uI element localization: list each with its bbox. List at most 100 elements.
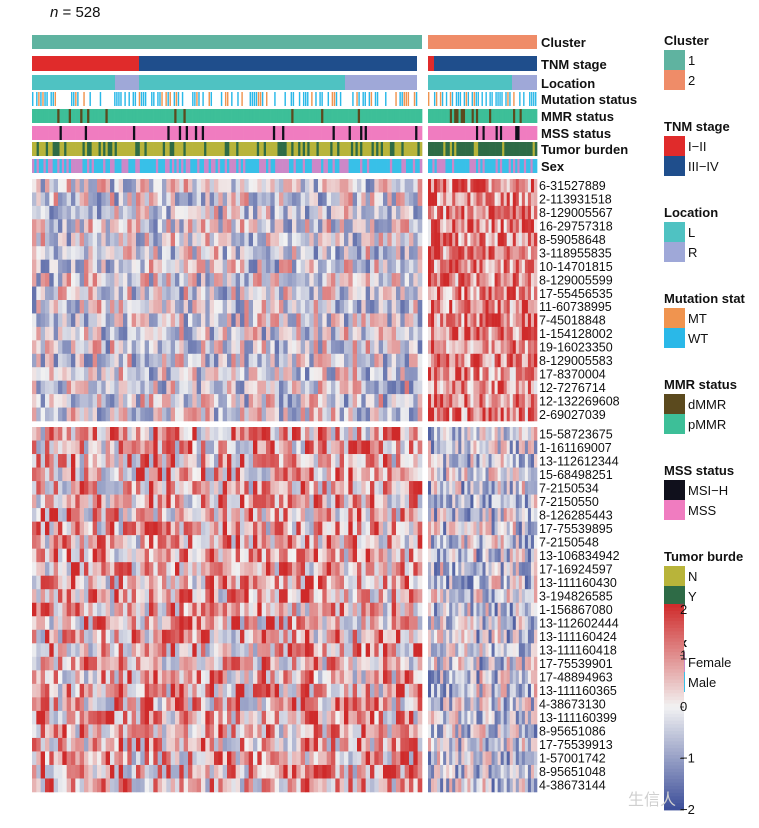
heatmap-cell <box>434 367 438 381</box>
annotation-cell <box>486 109 490 123</box>
heatmap-cell <box>352 548 358 563</box>
annotation-cell <box>114 92 116 106</box>
heatmap-cell <box>32 313 37 328</box>
heatmap-cell <box>491 467 495 482</box>
heatmap-cell <box>266 300 271 314</box>
annotation-cell <box>175 92 178 106</box>
heatmap-cell <box>437 508 441 522</box>
heatmap-cell <box>192 179 197 193</box>
heatmap-cell <box>476 300 480 314</box>
heatmap-cell <box>431 467 435 482</box>
heatmap-cell <box>434 300 438 314</box>
heatmap-cell <box>32 232 37 247</box>
annotation-cell <box>534 142 538 156</box>
heatmap-cell <box>461 259 465 274</box>
heatmap-cell <box>413 219 418 234</box>
heatmap-cell <box>494 273 498 287</box>
heatmap-cell <box>192 575 197 590</box>
heatmap-cell <box>300 192 306 207</box>
heatmap-cell <box>437 380 441 395</box>
heatmap-cell <box>58 508 63 522</box>
heatmap-cell <box>201 179 206 193</box>
heatmap-cell <box>88 367 93 381</box>
heatmap-cell <box>227 481 232 495</box>
heatmap-cell <box>71 367 76 381</box>
heatmap-cell <box>105 589 111 604</box>
heatmap-cell <box>162 219 167 234</box>
heatmap-cell <box>400 508 405 522</box>
heatmap-cell <box>344 300 349 314</box>
heatmap-cell <box>248 367 254 381</box>
annotation-cell <box>449 92 452 106</box>
heatmap-cell <box>318 313 323 328</box>
heatmap-cell <box>162 521 167 536</box>
heatmap-cell <box>227 394 232 408</box>
heatmap-cell <box>318 562 323 577</box>
heatmap-cell <box>157 259 163 274</box>
heatmap-cell <box>437 535 441 549</box>
heatmap-cell <box>352 353 358 368</box>
heatmap-cell <box>479 535 483 549</box>
annotation-cell <box>45 159 49 173</box>
heatmap-cell <box>144 589 150 604</box>
heatmap-cell <box>75 273 80 287</box>
heatmap-cell <box>175 313 180 328</box>
heatmap-cell <box>431 353 435 368</box>
annotation-cell <box>394 126 398 140</box>
heatmap-cell <box>296 273 301 287</box>
heatmap-cell <box>527 454 532 468</box>
heatmap-cell <box>494 394 498 408</box>
annotation-cell <box>484 142 488 156</box>
heatmap-cell <box>449 192 453 207</box>
annotation-cell <box>295 109 299 123</box>
annotation-cell <box>399 109 402 123</box>
annotation-cell <box>475 159 479 173</box>
annotation-cell <box>38 109 42 123</box>
heatmap-cell <box>521 219 526 234</box>
heatmap-cell <box>527 562 532 577</box>
annotation-cell <box>462 142 466 156</box>
annotation-cell <box>146 109 150 123</box>
heatmap-cell <box>318 192 323 207</box>
annotation-cell <box>374 92 377 106</box>
heatmap-cell <box>476 205 480 220</box>
heatmap-cell <box>387 246 392 260</box>
heatmap-cell <box>144 286 150 301</box>
heatmap-cell <box>464 353 468 368</box>
heatmap-cell <box>45 192 50 207</box>
heatmap-cell <box>270 521 275 536</box>
heatmap-cell <box>400 313 405 328</box>
heatmap-cell <box>473 192 477 207</box>
heatmap-cell <box>374 259 379 274</box>
heatmap-cell <box>300 300 306 314</box>
annotation-cell <box>449 109 453 123</box>
annotation-cell <box>362 126 365 140</box>
heatmap-cell <box>434 440 438 455</box>
heatmap-cell <box>261 454 267 468</box>
heatmap-cell <box>292 273 297 287</box>
annotation-cell <box>443 109 446 123</box>
heatmap-cell <box>491 407 495 422</box>
annotation-cell <box>279 142 283 156</box>
heatmap-cell <box>396 313 401 328</box>
annotation-cell <box>286 142 290 156</box>
heatmap-cell <box>162 380 167 395</box>
heatmap-cell <box>404 575 410 590</box>
heatmap-cell <box>506 232 511 247</box>
annotation-cell <box>272 142 276 156</box>
heatmap-cell <box>400 575 405 590</box>
heatmap-cell <box>506 407 511 422</box>
heatmap-cell <box>309 259 314 274</box>
annotation-cell <box>508 109 512 123</box>
annotation-cell <box>364 159 368 173</box>
annotation-cell <box>298 92 301 106</box>
heatmap-cell <box>326 454 332 468</box>
heatmap-cell <box>503 481 508 495</box>
heatmap-cell <box>66 440 72 455</box>
annotation-cell <box>350 159 354 173</box>
heatmap-cell <box>309 232 314 247</box>
annotation-cell <box>341 126 345 140</box>
annotation-cell <box>96 142 99 156</box>
heatmap-cell <box>482 481 486 495</box>
heatmap-cell <box>235 427 241 441</box>
